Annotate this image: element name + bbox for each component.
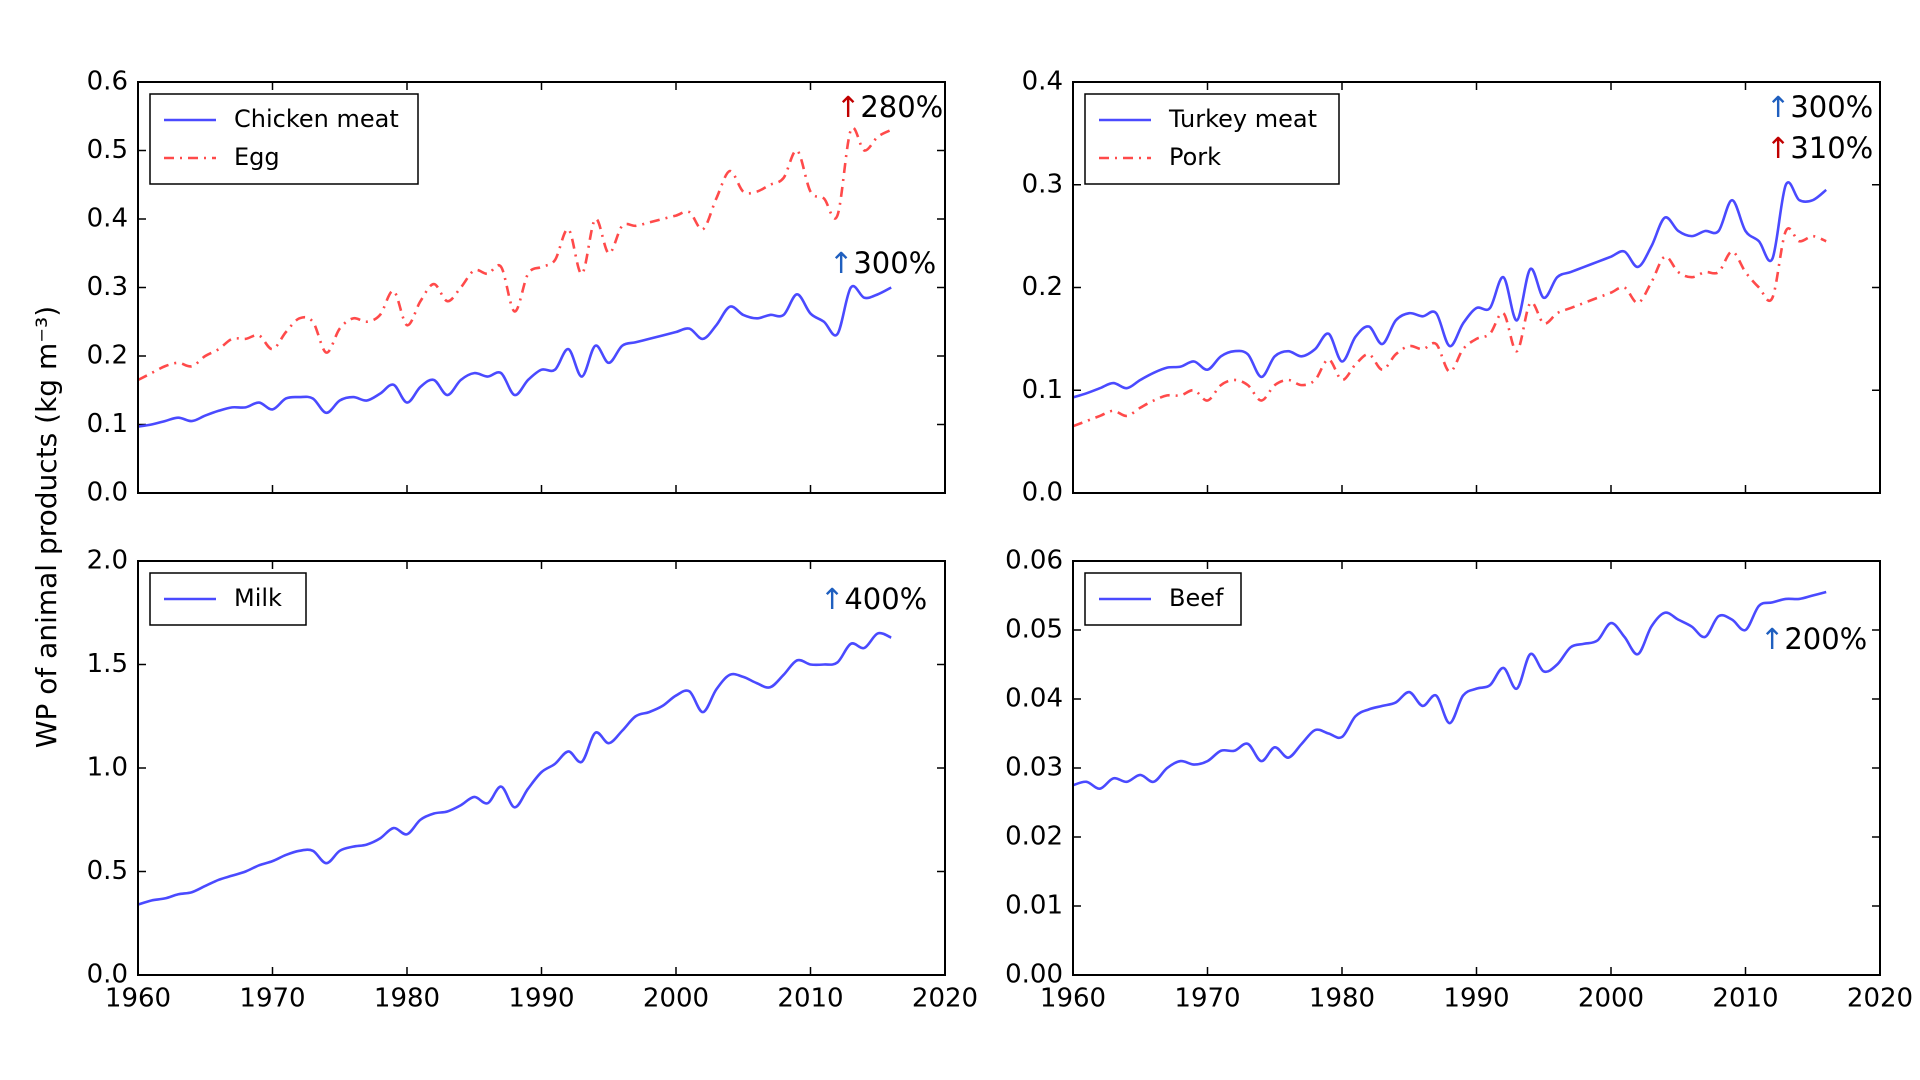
annotation-text: 200% xyxy=(1784,622,1867,656)
annotation: ↑300% xyxy=(829,246,936,280)
x-tick-label: 1990 xyxy=(1443,984,1509,1014)
data-line xyxy=(137,284,892,428)
y-tick-label: 0.02 xyxy=(1005,822,1063,852)
annotation-text: 300% xyxy=(853,246,936,280)
y-tick-label: 0.3 xyxy=(87,272,128,302)
y-tick-label: 0.5 xyxy=(87,135,128,165)
annotation-arrow: ↑ xyxy=(836,90,860,124)
y-tick-label: 0.06 xyxy=(1005,546,1063,576)
y-tick-label: 0.00 xyxy=(1005,960,1063,990)
x-tick-label: 1990 xyxy=(508,984,574,1014)
legend-label: Chicken meat xyxy=(234,105,399,133)
data-line xyxy=(137,126,892,382)
annotation: ↑400% xyxy=(820,582,927,616)
x-tick-label: 2000 xyxy=(643,984,709,1014)
legend-label: Egg xyxy=(234,143,280,171)
y-tick-label: 0.1 xyxy=(87,409,128,439)
x-tick-label: 2000 xyxy=(1578,984,1644,1014)
y-tick-label: 1.5 xyxy=(87,649,128,679)
axes-frame xyxy=(1072,560,1881,976)
y-tick-label: 0.5 xyxy=(87,856,128,886)
y-tick-label: 0.0 xyxy=(87,960,128,990)
annotation-text: 400% xyxy=(844,582,927,616)
y-tick-label: 0.4 xyxy=(87,204,128,234)
annotation: ↑310% xyxy=(1766,131,1873,165)
y-tick-label: 0.01 xyxy=(1005,891,1063,921)
y-tick-label: 0.3 xyxy=(1022,169,1063,199)
x-tick-label: 2010 xyxy=(777,984,843,1014)
x-tick-label: 1970 xyxy=(239,984,305,1014)
annotation: ↑280% xyxy=(836,90,943,124)
y-tick-label: 0.1 xyxy=(1022,375,1063,405)
x-tick-label: 2020 xyxy=(1847,984,1913,1014)
legend-box xyxy=(149,93,419,185)
y-tick-label: 0.0 xyxy=(1022,478,1063,508)
axes-frame xyxy=(137,81,946,494)
x-tick-label: 1980 xyxy=(1309,984,1375,1014)
y-tick-label: 0.4 xyxy=(1022,67,1063,97)
annotation-arrow: ↑ xyxy=(820,582,844,616)
legend-label: Turkey meat xyxy=(1168,105,1317,133)
y-tick-label: 2.0 xyxy=(87,546,128,576)
annotation: ↑300% xyxy=(1766,90,1873,124)
y-axis-label: WP of animal products (kg m⁻³) xyxy=(30,306,63,748)
x-tick-label: 1970 xyxy=(1174,984,1240,1014)
y-tick-label: 0.0 xyxy=(87,478,128,508)
x-tick-label: 1960 xyxy=(1040,984,1106,1014)
y-tick-label: 0.04 xyxy=(1005,684,1063,714)
annotation-text: 310% xyxy=(1790,131,1873,165)
annotation-arrow: ↑ xyxy=(1760,622,1784,656)
annotation-text: 280% xyxy=(860,90,943,124)
annotation: ↑200% xyxy=(1760,622,1867,656)
data-line xyxy=(1072,181,1828,399)
y-tick-label: 0.03 xyxy=(1005,753,1063,783)
y-tick-label: 0.6 xyxy=(87,67,128,97)
annotation-arrow: ↑ xyxy=(829,246,853,280)
y-tick-label: 0.05 xyxy=(1005,615,1063,645)
x-tick-label: 1960 xyxy=(105,984,171,1014)
y-tick-label: 1.0 xyxy=(87,753,128,783)
x-tick-label: 1980 xyxy=(374,984,440,1014)
axes-frame xyxy=(137,560,946,976)
legend-label: Pork xyxy=(1169,143,1221,171)
y-tick-label: 0.2 xyxy=(87,341,128,371)
data-line xyxy=(137,631,892,906)
annotation-arrow: ↑ xyxy=(1766,131,1790,165)
legend-box xyxy=(1084,93,1340,185)
x-tick-label: 2010 xyxy=(1712,984,1778,1014)
axes-frame xyxy=(1072,81,1881,494)
annotation-text: 300% xyxy=(1790,90,1873,124)
annotation-arrow: ↑ xyxy=(1766,90,1790,124)
legend-label: Beef xyxy=(1169,584,1224,612)
data-line xyxy=(1072,590,1827,790)
data-line xyxy=(1072,227,1827,428)
x-tick-label: 2020 xyxy=(912,984,978,1014)
legend-label: Milk xyxy=(234,584,282,612)
y-tick-label: 0.2 xyxy=(1022,272,1063,302)
